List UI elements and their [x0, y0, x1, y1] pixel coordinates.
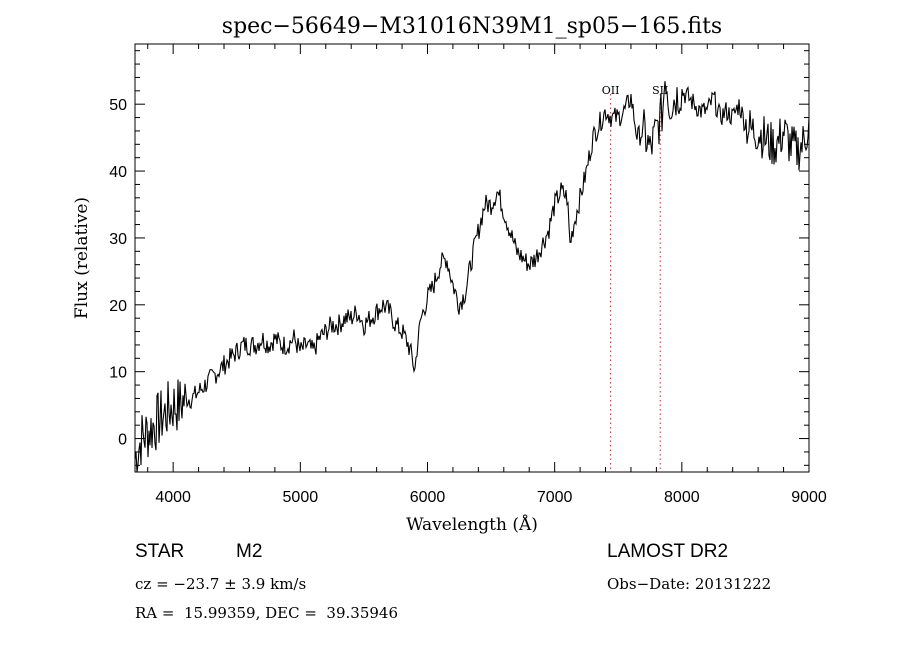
y-tick-label: 10	[109, 365, 127, 382]
plot-area: 4000 5000 6000 7000 8000 9000 0 10 20 30 40 50 OII S…	[109, 43, 827, 506]
survey-name: LAMOST DR2	[607, 541, 729, 562]
object-class: STAR	[135, 541, 185, 562]
coordinates: RA = 15.99359, DEC = 39.35946	[135, 604, 399, 622]
y-axis-label: Flux (relative)	[72, 197, 92, 319]
y-tick-label: 30	[109, 231, 127, 248]
object-subclass: M2	[236, 541, 263, 562]
x-axis-label: Wavelength (Å)	[406, 514, 538, 535]
marker-label: OII	[602, 84, 620, 97]
spectrum-line	[134, 81, 810, 473]
velocity-readout: cz = −23.7 ± 3.9 km/s	[135, 575, 307, 593]
chart-title: spec−56649−M31016N39M1_sp05−165.fits	[222, 14, 722, 39]
y-tick-label: 20	[109, 298, 127, 315]
x-tick-label: 8000	[664, 489, 700, 506]
line-markers: OII SII	[602, 84, 668, 472]
x-tick-label: 6000	[410, 489, 446, 506]
x-tick-label: 7000	[537, 489, 573, 506]
x-tick-label: 9000	[791, 489, 827, 506]
y-tick-label: 40	[109, 164, 127, 181]
y-tick-label: 50	[109, 97, 127, 114]
plot-frame	[134, 43, 810, 473]
axis-ticks: 4000 5000 6000 7000 8000 9000 0 10 20 30 40 50	[109, 44, 827, 506]
x-tick-label: 4000	[155, 489, 191, 506]
obs-date: Obs−Date: 20131222	[607, 575, 772, 593]
x-tick-label: 5000	[283, 489, 319, 506]
y-tick-label: 0	[118, 432, 127, 449]
